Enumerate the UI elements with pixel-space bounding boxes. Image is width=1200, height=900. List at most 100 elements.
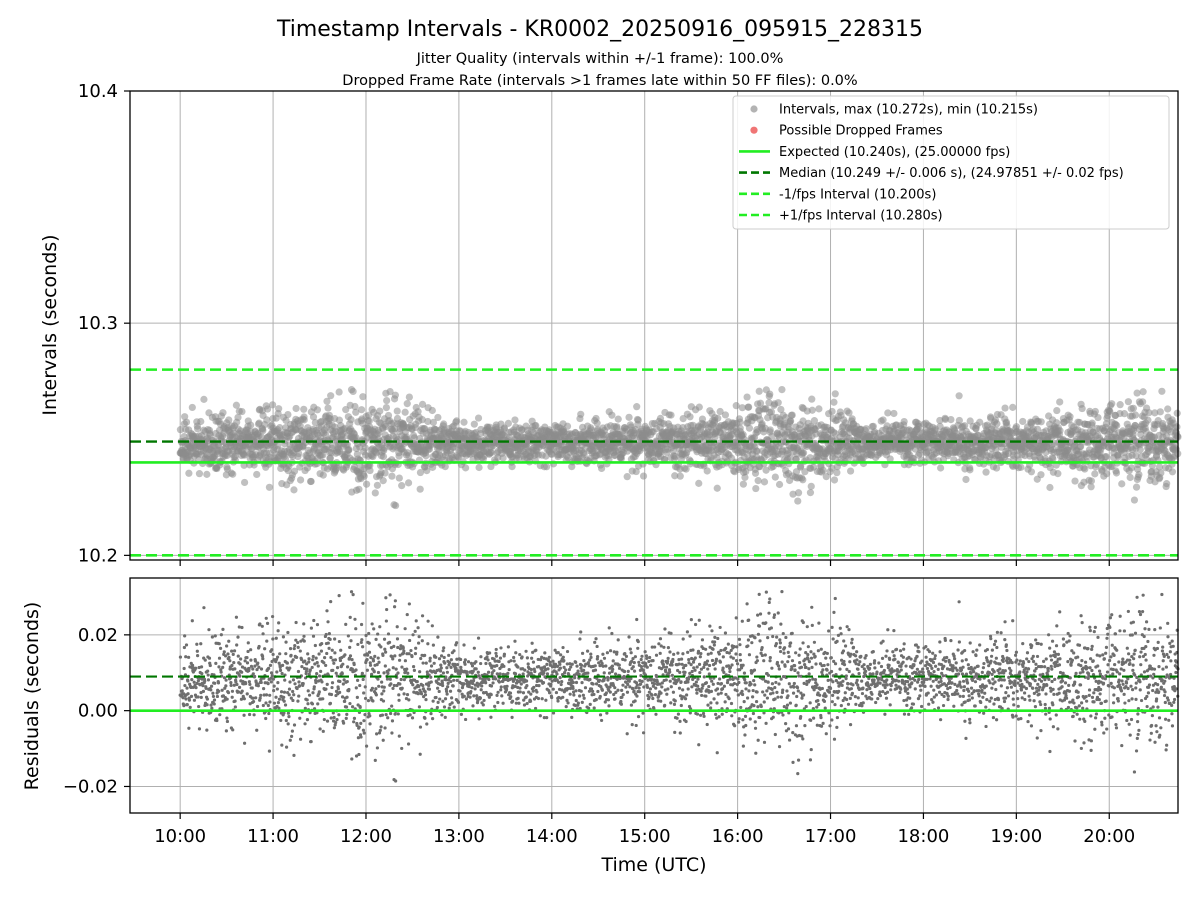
residual-point (352, 716, 357, 720)
interval-point (808, 395, 816, 403)
residual-point (240, 670, 244, 674)
interval-point (1112, 469, 1121, 477)
residual-point (381, 738, 385, 742)
residual-point (230, 663, 234, 668)
residual-point (402, 649, 406, 653)
residual-point (323, 656, 327, 660)
residual-point (472, 646, 476, 650)
residual-point (406, 671, 410, 675)
residual-point (464, 717, 468, 722)
residual-point (478, 696, 482, 700)
interval-point (597, 464, 606, 473)
residual-point (446, 681, 450, 685)
residual-point (341, 682, 345, 686)
interval-point (1102, 453, 1110, 461)
interval-point (1056, 427, 1064, 435)
residual-point (212, 698, 217, 702)
residual-point (351, 593, 355, 597)
interval-point (403, 400, 411, 408)
residual-point (364, 633, 368, 638)
residual-point (418, 670, 422, 674)
residual-point (279, 718, 283, 723)
interval-point (833, 469, 841, 477)
residual-point (317, 674, 322, 678)
interval-point (794, 489, 803, 497)
interval-point (794, 497, 802, 505)
residual-point (285, 661, 289, 665)
residual-point (471, 681, 475, 686)
residual-point (383, 726, 387, 730)
residual-point (236, 635, 240, 639)
residual-point (384, 619, 388, 623)
residual-point (345, 695, 349, 699)
residual-point (201, 689, 206, 693)
interval-point (182, 418, 191, 426)
residual-point (306, 689, 310, 693)
residual-point (322, 717, 326, 722)
residual-point (235, 682, 239, 687)
residual-point (247, 680, 251, 684)
interval-point (313, 406, 322, 414)
residual-point (332, 726, 336, 730)
residual-point (302, 622, 306, 626)
interval-point (982, 468, 990, 476)
residual-point (272, 689, 276, 693)
residual-point (423, 653, 427, 657)
residual-point (407, 698, 411, 702)
residual-point (268, 693, 272, 697)
interval-point (828, 464, 836, 472)
residual-point (413, 629, 417, 633)
residual-point (390, 719, 395, 723)
interval-point (1053, 406, 1061, 415)
residual-point (320, 641, 324, 646)
residual-point (244, 682, 248, 686)
interval-point (1168, 468, 1177, 476)
interval-point (1116, 401, 1124, 409)
residual-point (357, 725, 361, 729)
residual-point (210, 635, 214, 639)
interval-point (1131, 411, 1140, 419)
residual-point (352, 662, 356, 667)
residual-point (447, 653, 451, 657)
residual-point (366, 699, 371, 703)
residual-point (439, 666, 443, 670)
residual-point (182, 666, 186, 671)
residual-point (411, 683, 415, 687)
residual-point (458, 689, 462, 693)
interval-point (268, 401, 277, 409)
interval-point (328, 441, 337, 449)
residual-point (230, 649, 234, 653)
residual-point (358, 683, 362, 688)
residual-point (395, 637, 400, 641)
interval-point (414, 408, 422, 416)
residual-point (339, 648, 343, 652)
residual-point (245, 655, 249, 660)
residual-point (232, 661, 236, 665)
residual-point (376, 677, 380, 681)
residual-point (277, 706, 281, 710)
residual-point (280, 743, 284, 747)
interval-point (1139, 398, 1147, 406)
residual-point (307, 660, 311, 664)
residual-point (387, 668, 391, 672)
residual-point (330, 648, 334, 652)
residual-point (192, 698, 197, 702)
residual-point (410, 716, 415, 720)
chart-subtitle-dropped: Dropped Frame Rate (intervals >1 frames … (342, 73, 857, 89)
residual-point (219, 670, 223, 674)
residual-point (447, 706, 451, 710)
residual-point (311, 658, 315, 662)
residual-point (305, 718, 310, 722)
residual-point (373, 758, 377, 762)
residual-point (302, 634, 306, 638)
interval-point (428, 406, 436, 415)
residual-point (423, 693, 428, 697)
interval-point (788, 411, 796, 419)
residual-point (365, 658, 369, 662)
residual-point (389, 682, 393, 686)
residual-point (375, 746, 380, 750)
residual-point (474, 660, 478, 664)
residual-point (251, 699, 256, 704)
interval-point (623, 473, 631, 481)
residual-point (419, 656, 423, 661)
